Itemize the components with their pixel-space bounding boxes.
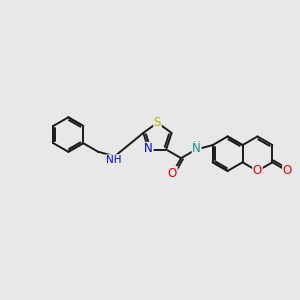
Text: H: H xyxy=(193,141,200,151)
Text: O: O xyxy=(253,164,262,177)
Text: NH: NH xyxy=(106,155,122,165)
Text: N: N xyxy=(144,142,153,155)
Text: O: O xyxy=(283,164,292,177)
Text: S: S xyxy=(154,116,161,129)
Text: O: O xyxy=(168,167,177,180)
Text: N: N xyxy=(192,142,201,155)
